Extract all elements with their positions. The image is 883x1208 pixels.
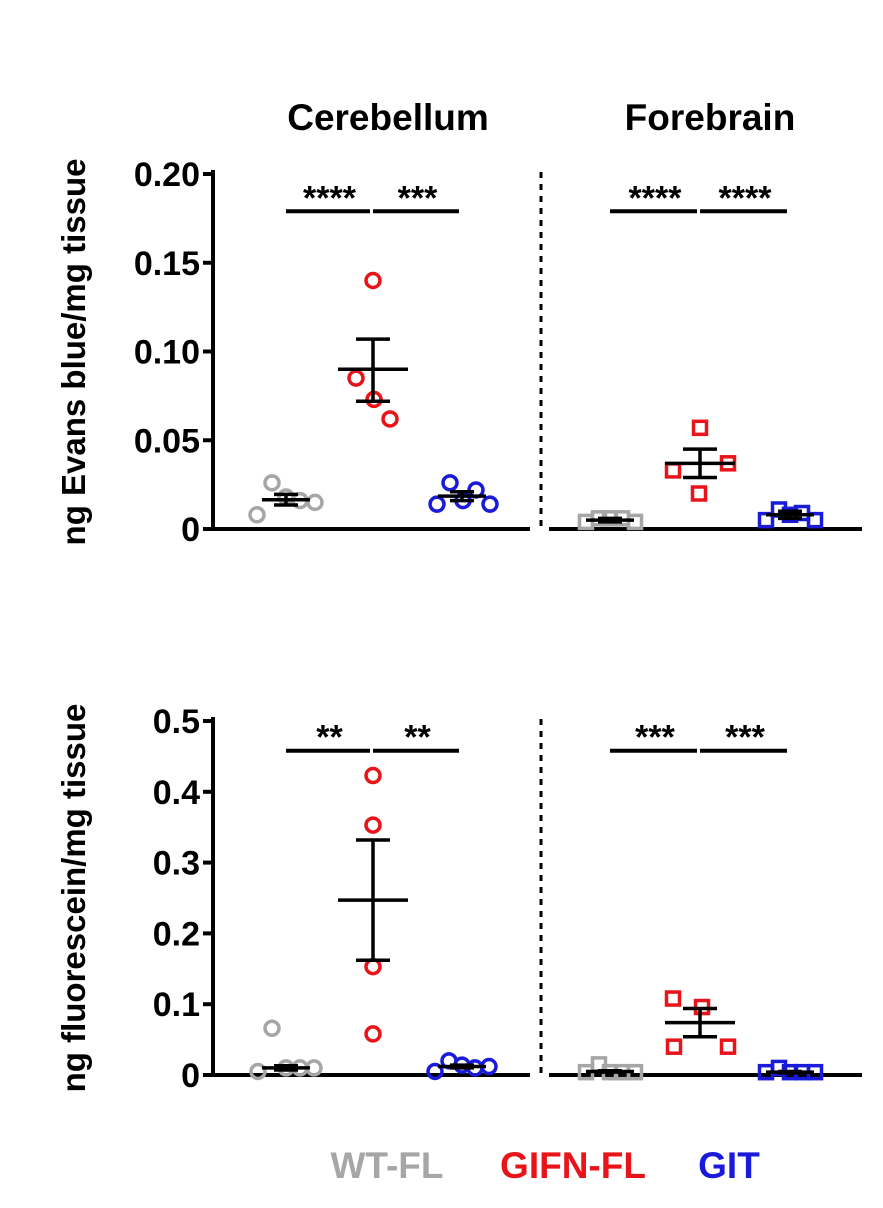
- data-point: [248, 506, 266, 524]
- y-tick-label: 0.4: [153, 774, 200, 812]
- legend-gifn-fl: GIFN-FL: [500, 1145, 646, 1186]
- plot-area: 00.050.100.150.20**** *** **** ****00.10.20…: [134, 156, 862, 1095]
- column-title-forebrain: Forebrain: [625, 97, 796, 138]
- y-tick-label: 0.2: [153, 915, 200, 953]
- significance-label: **: [404, 719, 431, 757]
- data-point: [249, 1062, 267, 1081]
- data-point: [426, 1062, 444, 1081]
- significance-label: ***: [398, 179, 438, 217]
- data-point: [719, 1038, 737, 1055]
- data-point: [664, 462, 682, 479]
- data-point: [428, 495, 446, 513]
- data-point: [441, 474, 459, 492]
- y-tick-label: 0: [181, 1057, 200, 1095]
- data-point: [306, 493, 324, 512]
- legend-wt-fl: WT-FL: [330, 1145, 443, 1186]
- data-point: [626, 513, 644, 531]
- bottom-y-axis-label: ng fluorescein/mg tissue: [55, 704, 92, 1093]
- legend-git: GIT: [698, 1145, 760, 1186]
- y-tick-label: 0.20: [134, 156, 200, 194]
- data-point: [364, 766, 382, 785]
- y-tick-label: 0.05: [134, 422, 200, 460]
- significance-label: ***: [635, 719, 675, 757]
- data-point: [263, 474, 281, 492]
- data-point: [381, 410, 399, 428]
- top-y-axis-label: ng Evans blue/mg tissue: [55, 159, 92, 546]
- data-point: [263, 1019, 281, 1038]
- significance-label: ****: [303, 179, 357, 217]
- y-tick-label: 0.10: [134, 334, 200, 372]
- data-point: [664, 990, 682, 1007]
- data-point: [481, 495, 499, 513]
- significance-label: ****: [719, 179, 773, 217]
- data-point: [364, 816, 382, 834]
- significance-label: **: [316, 719, 343, 757]
- y-tick-label: 0.3: [153, 845, 200, 883]
- column-title-cerebellum: Cerebellum: [287, 97, 489, 138]
- significance-label: ***: [725, 719, 765, 757]
- data-point: [665, 1038, 683, 1055]
- data-point: [806, 511, 824, 529]
- data-point: [364, 1025, 382, 1043]
- y-tick-label: 0: [181, 511, 200, 549]
- y-tick-label: 0.1: [153, 986, 200, 1024]
- y-tick-label: 0.15: [134, 245, 200, 283]
- data-point: [691, 419, 709, 437]
- data-point: [690, 485, 708, 502]
- data-point: [364, 271, 382, 290]
- data-point: [347, 369, 365, 387]
- data-point: [577, 513, 595, 531]
- y-tick-label: 0.5: [153, 703, 200, 741]
- significance-label: ****: [629, 179, 683, 217]
